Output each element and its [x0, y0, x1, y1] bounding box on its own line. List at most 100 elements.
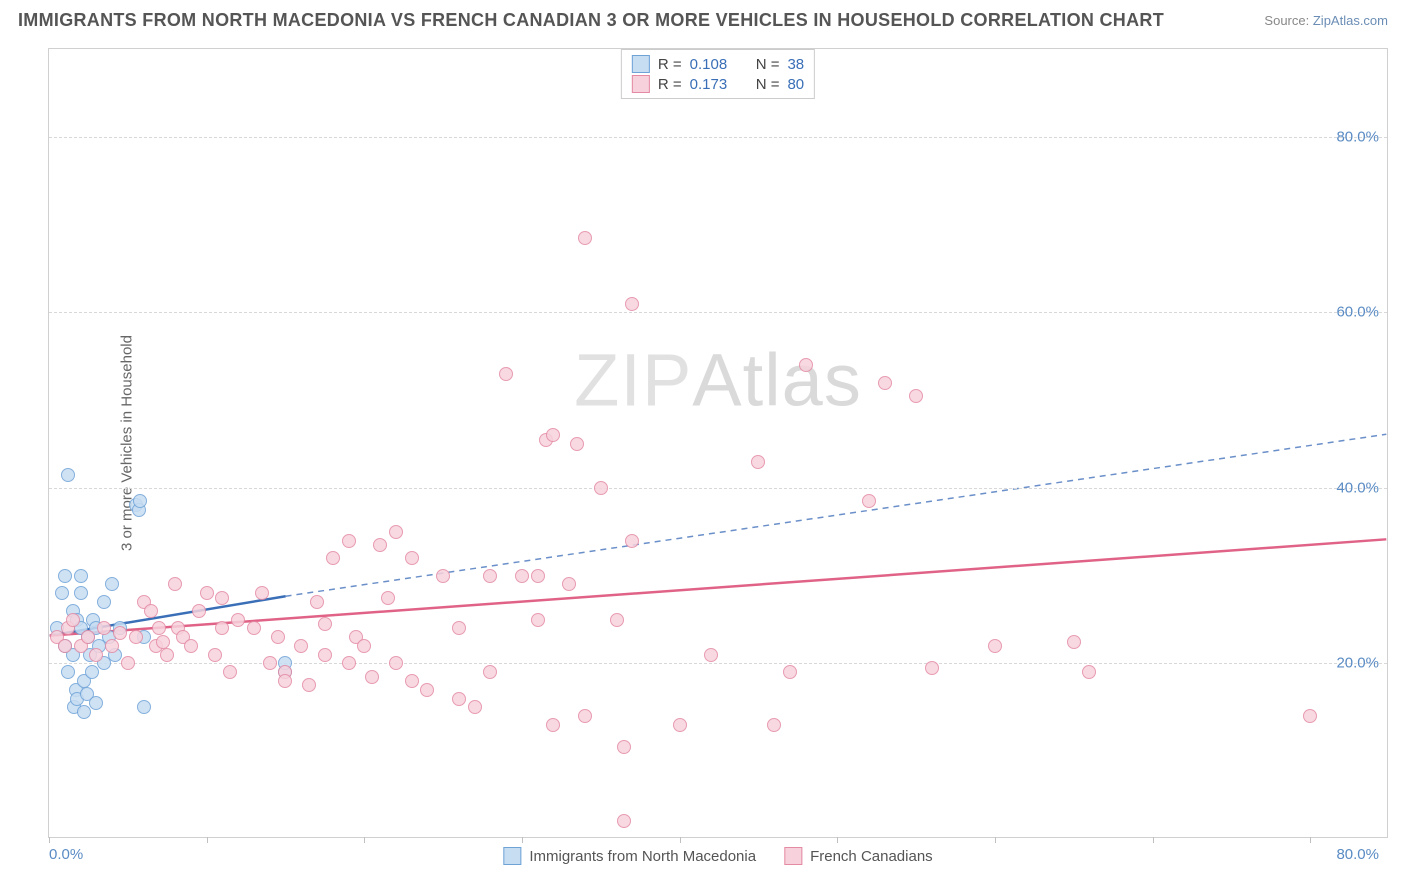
data-point-french: [231, 613, 245, 627]
x-tick: [1153, 837, 1154, 843]
data-point-french: [81, 630, 95, 644]
data-point-macedonia: [133, 494, 147, 508]
data-point-french: [144, 604, 158, 618]
data-point-french: [546, 718, 560, 732]
data-point-french: [294, 639, 308, 653]
data-point-french: [420, 683, 434, 697]
data-point-french: [255, 586, 269, 600]
legend-label: Immigrants from North Macedonia: [529, 848, 756, 865]
data-point-french: [215, 621, 229, 635]
data-point-french: [310, 595, 324, 609]
data-point-french: [405, 551, 419, 565]
chart-title: IMMIGRANTS FROM NORTH MACEDONIA VS FRENC…: [18, 10, 1164, 31]
data-point-french: [468, 700, 482, 714]
data-point-french: [799, 358, 813, 372]
data-point-french: [208, 648, 222, 662]
data-point-macedonia: [89, 696, 103, 710]
legend-label: French Canadians: [810, 848, 933, 865]
data-point-french: [129, 630, 143, 644]
data-point-french: [302, 678, 316, 692]
data-point-french: [704, 648, 718, 662]
data-point-macedonia: [58, 569, 72, 583]
source-link[interactable]: ZipAtlas.com: [1313, 13, 1388, 28]
y-tick-label: 80.0%: [1336, 128, 1379, 145]
r-value: 0.108: [690, 56, 728, 73]
data-point-french: [58, 639, 72, 653]
gridline: [49, 488, 1387, 489]
data-point-french: [925, 661, 939, 675]
data-point-french: [152, 621, 166, 635]
gridline: [49, 137, 1387, 138]
data-point-french: [318, 617, 332, 631]
data-point-french: [389, 525, 403, 539]
data-point-french: [625, 534, 639, 548]
data-point-french: [531, 613, 545, 627]
data-point-french: [156, 635, 170, 649]
y-axis-title: 3 or more Vehicles in Household: [118, 335, 135, 551]
data-point-french: [66, 613, 80, 627]
data-point-french: [373, 538, 387, 552]
legend-item-french: French Canadians: [784, 847, 933, 865]
source-label: Source:: [1264, 13, 1309, 28]
data-point-french: [1303, 709, 1317, 723]
data-point-macedonia: [105, 577, 119, 591]
trend-lines: [49, 49, 1387, 837]
data-point-french: [342, 534, 356, 548]
data-point-french: [365, 670, 379, 684]
data-point-french: [483, 665, 497, 679]
correlation-legend: R = 0.108 N = 38R = 0.173 N = 80: [621, 49, 815, 99]
legend-row-macedonia: R = 0.108 N = 38: [632, 54, 804, 74]
data-point-french: [405, 674, 419, 688]
data-point-french: [97, 621, 111, 635]
data-point-french: [546, 428, 560, 442]
data-point-french: [562, 577, 576, 591]
legend-swatch: [503, 847, 521, 865]
data-point-french: [105, 639, 119, 653]
n-value: 80: [787, 76, 804, 93]
x-tick: [1310, 837, 1311, 843]
data-point-french: [223, 665, 237, 679]
data-point-macedonia: [137, 700, 151, 714]
data-point-french: [278, 674, 292, 688]
data-point-macedonia: [85, 665, 99, 679]
x-tick: [364, 837, 365, 843]
n-prefix: N =: [756, 76, 780, 93]
correlation-scatter-chart: 3 or more Vehicles in Household ZIPAtlas…: [48, 48, 1388, 838]
data-point-french: [783, 665, 797, 679]
data-point-french: [578, 709, 592, 723]
x-tick: [207, 837, 208, 843]
data-point-french: [617, 814, 631, 828]
series-legend: Immigrants from North Macedonia French Ca…: [503, 847, 932, 865]
data-point-french: [452, 692, 466, 706]
data-point-french: [1067, 635, 1081, 649]
data-point-french: [610, 613, 624, 627]
data-point-french: [121, 656, 135, 670]
title-bar: IMMIGRANTS FROM NORTH MACEDONIA VS FRENC…: [0, 0, 1406, 37]
data-point-french: [436, 569, 450, 583]
data-point-french: [247, 621, 261, 635]
data-point-french: [515, 569, 529, 583]
data-point-french: [878, 376, 892, 390]
data-point-french: [160, 648, 174, 662]
data-point-french: [617, 740, 631, 754]
data-point-macedonia: [77, 705, 91, 719]
data-point-french: [113, 626, 127, 640]
data-point-french: [1082, 665, 1096, 679]
data-point-french: [499, 367, 513, 381]
data-point-french: [767, 718, 781, 732]
data-point-macedonia: [74, 569, 88, 583]
data-point-french: [184, 639, 198, 653]
n-prefix: N =: [756, 56, 780, 73]
data-point-french: [192, 604, 206, 618]
x-tick: [995, 837, 996, 843]
data-point-french: [988, 639, 1002, 653]
data-point-french: [168, 577, 182, 591]
data-point-french: [594, 481, 608, 495]
data-point-french: [578, 231, 592, 245]
legend-swatch: [632, 75, 650, 93]
data-point-macedonia: [74, 586, 88, 600]
data-point-french: [318, 648, 332, 662]
x-tick: [522, 837, 523, 843]
x-min-label: 0.0%: [49, 846, 83, 863]
legend-item-macedonia: Immigrants from North Macedonia: [503, 847, 756, 865]
